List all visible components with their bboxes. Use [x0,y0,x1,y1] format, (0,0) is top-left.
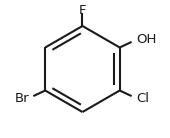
Text: Cl: Cl [136,92,149,105]
Text: OH: OH [136,33,156,46]
Text: Br: Br [14,92,29,105]
Text: F: F [79,4,86,17]
